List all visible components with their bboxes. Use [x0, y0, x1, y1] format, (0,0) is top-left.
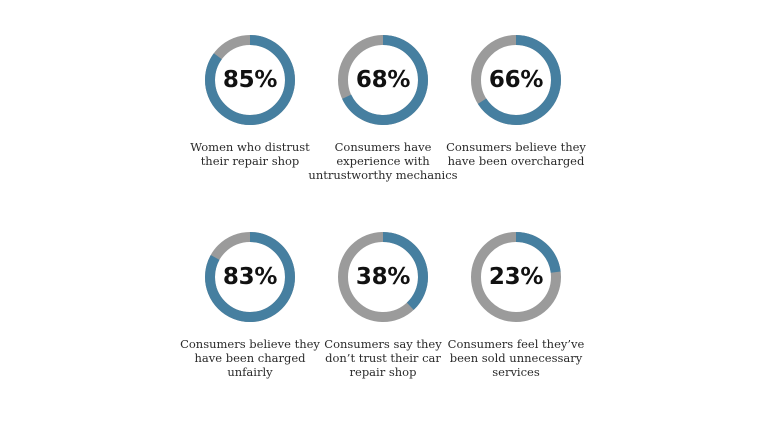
donut-chart: 23% — [466, 227, 566, 327]
donut-chart: 83% — [200, 227, 300, 327]
donut-value-arc — [471, 232, 561, 322]
stat-caption: Consumers say they don’t trust their car… — [324, 337, 442, 379]
donut-value-arc — [205, 35, 295, 125]
donut-svg — [471, 232, 561, 322]
donut-value-arc — [338, 232, 428, 322]
donut-value-arc — [205, 232, 295, 322]
donut-svg — [338, 35, 428, 125]
donut-chart: 38% — [333, 227, 433, 327]
donut-svg — [205, 35, 295, 125]
stat-caption: Consumers have experience with untrustwo… — [308, 140, 458, 182]
stat-unnecessary-services: 23% Consumers feel they’ve been sold unn… — [441, 227, 591, 379]
percentage-label: 85% — [222, 67, 278, 93]
donut-chart: 68% — [333, 30, 433, 130]
stat-caption: Consumers believe they have been charged… — [180, 337, 320, 379]
stat-overcharged: 66% Consumers believe they have been ove… — [441, 30, 591, 168]
donut-svg — [338, 232, 428, 322]
stat-untrustworthy-mechanics: 68% Consumers have experience with untru… — [308, 30, 458, 182]
stat-caption: Consumers feel they’ve been sold unneces… — [447, 337, 585, 379]
percentage-label: 68% — [355, 67, 411, 93]
donut-chart: 85% — [200, 30, 300, 130]
stat-caption: Women who distrust their repair shop — [190, 140, 310, 168]
stat-dont-trust-shop: 38% Consumers say they don’t trust their… — [308, 227, 458, 379]
percentage-label: 38% — [355, 264, 411, 290]
donut-svg — [471, 35, 561, 125]
percentage-label: 23% — [488, 264, 544, 290]
stat-caption: Consumers believe they have been overcha… — [446, 140, 586, 168]
percentage-label: 66% — [488, 67, 544, 93]
stat-charged-unfairly: 83% Consumers believe they have been cha… — [175, 227, 325, 379]
percentage-label: 83% — [222, 264, 278, 290]
stat-women-distrust: 85% Women who distrust their repair shop — [175, 30, 325, 168]
donut-value-arc — [471, 35, 561, 125]
donut-svg — [205, 232, 295, 322]
donut-chart: 66% — [466, 30, 566, 130]
donut-value-arc — [338, 35, 428, 125]
